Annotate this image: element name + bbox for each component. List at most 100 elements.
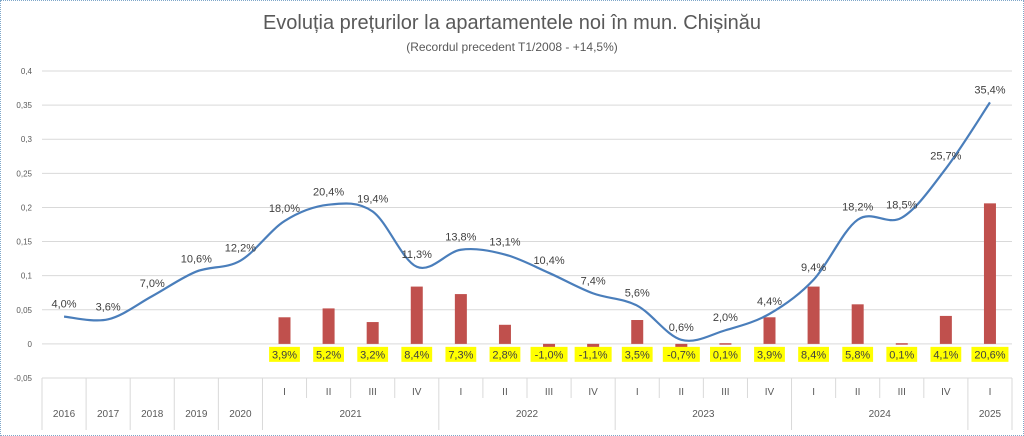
bar-data-label: 2,8% [489,346,521,362]
bar-label-text: -1,1% [579,349,608,361]
y-tick-label: 0,1 [21,272,33,281]
bar-label-text: 3,2% [360,349,385,361]
bar-label-text: 0,1% [713,349,738,361]
x-tick-label: I [459,387,462,398]
bar-label-text: 20,6% [974,349,1005,361]
bar-data-label: -1,0% [530,346,568,362]
y-tick-label: 0,4 [21,67,33,76]
bar-label-background [930,346,962,362]
x-tick-label: 2016 [53,409,76,420]
line-data-label: 11,3% [402,249,433,261]
x-tick-label: I [989,387,992,398]
x-tick-label: II [502,387,508,398]
line-data-label: 18,0% [269,203,300,215]
bar-label-text: -1,0% [535,349,564,361]
bar-label-background [574,346,612,362]
gridlines [42,70,1012,379]
bar [807,286,820,344]
bar-label-background [621,346,653,362]
bar-data-label: 8,4% [401,346,433,362]
line-data-label: 25,7% [930,151,961,163]
bar [410,286,423,344]
bar [851,304,864,344]
bar-label-background [971,346,1009,362]
bar-label-background [754,346,785,362]
bar-label-background [886,346,918,362]
x-tick-label: IV [588,387,598,398]
line-series [63,101,991,342]
x-tick-label: III [369,387,377,398]
bar-label-background [798,346,829,362]
bar-data-label: -0,7% [662,346,700,362]
line-data-label: 13,8% [445,232,476,244]
x-tick-label: 2018 [141,409,164,420]
line-data-labels: 4,0% 3,6% 7,0% 10,6% 12,2% 18,0% 20,4% 19,4% 11,… [52,84,1006,333]
x-year-group-label: 2025 [979,409,1002,420]
x-tick-label: I [812,387,815,398]
bar-data-label: 8,4% [798,346,829,362]
bar-data-label: 20,6% [971,346,1009,362]
line-data-label: 18,2% [842,202,873,214]
bar-label-text: 8,4% [404,349,429,361]
bar-label-text: 3,9% [272,349,297,361]
x-tick-label: 2020 [229,409,252,420]
line-data-label: 19,4% [357,194,388,206]
y-tick-label: 0,35 [16,101,32,110]
bar [983,203,996,344]
bar-label-text: 5,2% [316,349,341,361]
bar [278,317,291,344]
line-data-label: 3,6% [96,301,121,313]
bar [895,343,908,345]
bar-label-text: 4,1% [933,349,958,361]
line-data-label: 7,4% [581,275,606,287]
bar [763,317,776,344]
y-tick-label: 0,05 [16,306,32,315]
bar-label-background [445,346,477,362]
bar-label-text: 8,4% [801,349,826,361]
line-data-label: 10,6% [181,254,212,266]
line-data-label: 4,4% [757,296,782,308]
y-tick-label: 0,25 [16,169,32,178]
bar-label-text: 2,8% [492,349,517,361]
x-tick-label: III [721,387,729,398]
line-data-label: 10,4% [533,255,564,267]
bar-label-background [313,346,344,362]
bar [939,315,952,344]
line-data-label: 4,0% [52,299,77,311]
bar-label-background [269,346,300,362]
bar [631,320,644,344]
bar [675,343,688,349]
bar-label-text: 0,1% [889,349,914,361]
x-tick-label: II [855,387,861,398]
bar-data-label: 3,9% [754,346,785,362]
x-tick-label: 2017 [97,409,120,420]
bar-label-text: -0,7% [667,349,696,361]
bar-label-text: 5,8% [845,349,870,361]
bar-label-background [357,346,389,362]
y-tick-label: 0,2 [21,203,33,212]
x-tick-label: III [898,387,906,398]
bar [454,294,467,344]
x-tick-label: IV [765,387,775,398]
price-line [63,101,991,342]
bar-data-label: 7,3% [445,346,477,362]
line-data-label: 35,4% [974,84,1005,96]
x-year-group-label: 2024 [869,409,892,420]
bar-data-label: 4,1% [930,346,962,362]
line-data-label: 9,4% [801,262,826,274]
bar-data-label: 3,2% [357,346,389,362]
x-tick-label: 2019 [185,409,208,420]
x-year-group-label: 2021 [340,409,363,420]
bar-label-text: 3,9% [757,349,782,361]
line-data-label: 20,4% [313,187,344,199]
line-data-label: 13,1% [489,237,520,249]
bar-label-text: 3,5% [625,349,650,361]
bar-label-background [842,346,874,362]
bar-label-background [662,346,700,362]
bar-data-label: 3,9% [269,346,300,362]
bar-data-label: 0,1% [710,346,741,362]
bar-series [278,203,996,352]
bar-label-text: 7,3% [448,349,473,361]
